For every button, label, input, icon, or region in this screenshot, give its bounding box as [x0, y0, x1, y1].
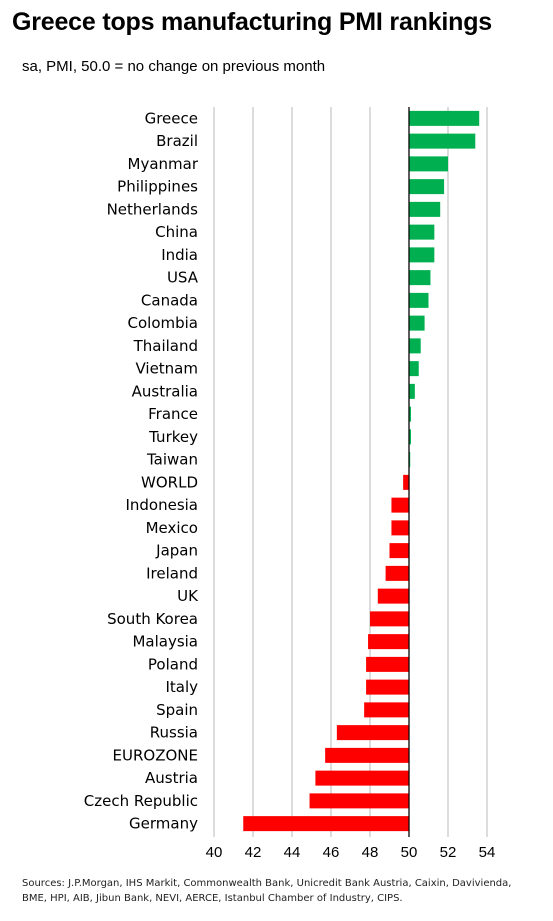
x-tick-label: 50	[401, 844, 418, 861]
x-tick-label: 54	[479, 844, 496, 861]
bar-mexico	[391, 520, 409, 536]
bar-ireland	[385, 565, 409, 581]
category-label: Austria	[145, 769, 198, 787]
chart-subtitle: sa, PMI, 50.0 = no change on previous mo…	[22, 58, 326, 75]
bar-australia	[409, 383, 415, 399]
bar-canada	[409, 292, 429, 308]
bar-thailand	[409, 338, 421, 354]
category-label: WORLD	[141, 473, 198, 491]
category-label: Taiwan	[146, 451, 198, 469]
category-label: UK	[177, 587, 199, 605]
x-axis-ticks: 40 42 44 46 48 50 52 54	[206, 844, 496, 861]
bar-philippines	[409, 179, 445, 195]
bar-south-korea	[370, 611, 409, 627]
bar-colombia	[409, 315, 425, 331]
category-label: Brazil	[156, 132, 198, 150]
category-labels: Greece Brazil Myanmar Philippines Netherland…	[84, 109, 199, 832]
category-label: EUROZONE	[113, 746, 198, 764]
category-label: Myanmar	[128, 155, 199, 173]
bar-indonesia	[391, 497, 409, 513]
category-label: India	[161, 246, 198, 264]
bar-myanmar	[409, 156, 448, 172]
x-tick-label: 42	[245, 844, 262, 861]
category-label: USA	[167, 269, 199, 287]
bar-italy	[366, 679, 409, 695]
category-label: Spain	[156, 701, 198, 719]
category-label: Russia	[150, 724, 198, 742]
category-label: Indonesia	[125, 496, 198, 514]
bar-eurozone	[325, 747, 409, 763]
category-label: Netherlands	[107, 200, 199, 218]
bar-china	[409, 224, 435, 240]
category-label: Vietnam	[135, 360, 198, 378]
category-label: Germany	[129, 815, 198, 833]
category-label: Japan	[155, 542, 198, 560]
category-label: France	[148, 405, 198, 423]
bar-malaysia	[368, 634, 409, 650]
category-label: Czech Republic	[84, 792, 198, 810]
bar-czech-republic	[309, 793, 409, 809]
category-label: Greece	[145, 109, 198, 127]
category-label: Colombia	[128, 314, 199, 332]
category-label: Thailand	[133, 337, 198, 355]
category-label: Ireland	[146, 564, 198, 582]
bar-poland	[366, 656, 409, 672]
bars	[243, 110, 480, 832]
bar-brazil	[409, 133, 476, 149]
bar-india	[409, 247, 435, 263]
bar-japan	[389, 543, 409, 559]
bar-austria	[315, 770, 409, 786]
bar-turkey	[409, 429, 411, 445]
bar-usa	[409, 270, 431, 286]
category-label: Mexico	[146, 519, 198, 537]
chart-title: Greece tops manufacturing PMI rankings	[12, 8, 493, 36]
category-label: Malaysia	[132, 633, 198, 651]
x-tick-label: 48	[362, 844, 379, 861]
category-label: South Korea	[107, 610, 198, 628]
bar-netherlands	[409, 201, 441, 217]
bar-vietnam	[409, 361, 419, 377]
category-label: Canada	[141, 291, 198, 309]
category-label: Poland	[148, 655, 198, 673]
x-tick-label: 52	[440, 844, 457, 861]
source-note: Sources: J.P.Morgan, IHS Markit, Commonw…	[22, 878, 512, 904]
x-tick-label: 44	[284, 844, 301, 861]
bar-russia	[336, 725, 409, 741]
category-label: Australia	[132, 382, 198, 400]
category-label: China	[155, 223, 198, 241]
bar-greece	[409, 110, 480, 126]
category-label: Philippines	[117, 178, 198, 196]
x-tick-label: 46	[323, 844, 340, 861]
bar-france	[409, 406, 411, 422]
x-tick-label: 40	[206, 844, 223, 861]
bar-germany	[243, 816, 409, 832]
category-label: Italy	[165, 678, 198, 696]
bar-world	[403, 474, 409, 490]
bar-spain	[364, 702, 409, 718]
category-label: Turkey	[148, 428, 198, 446]
bar-uk	[377, 588, 409, 604]
